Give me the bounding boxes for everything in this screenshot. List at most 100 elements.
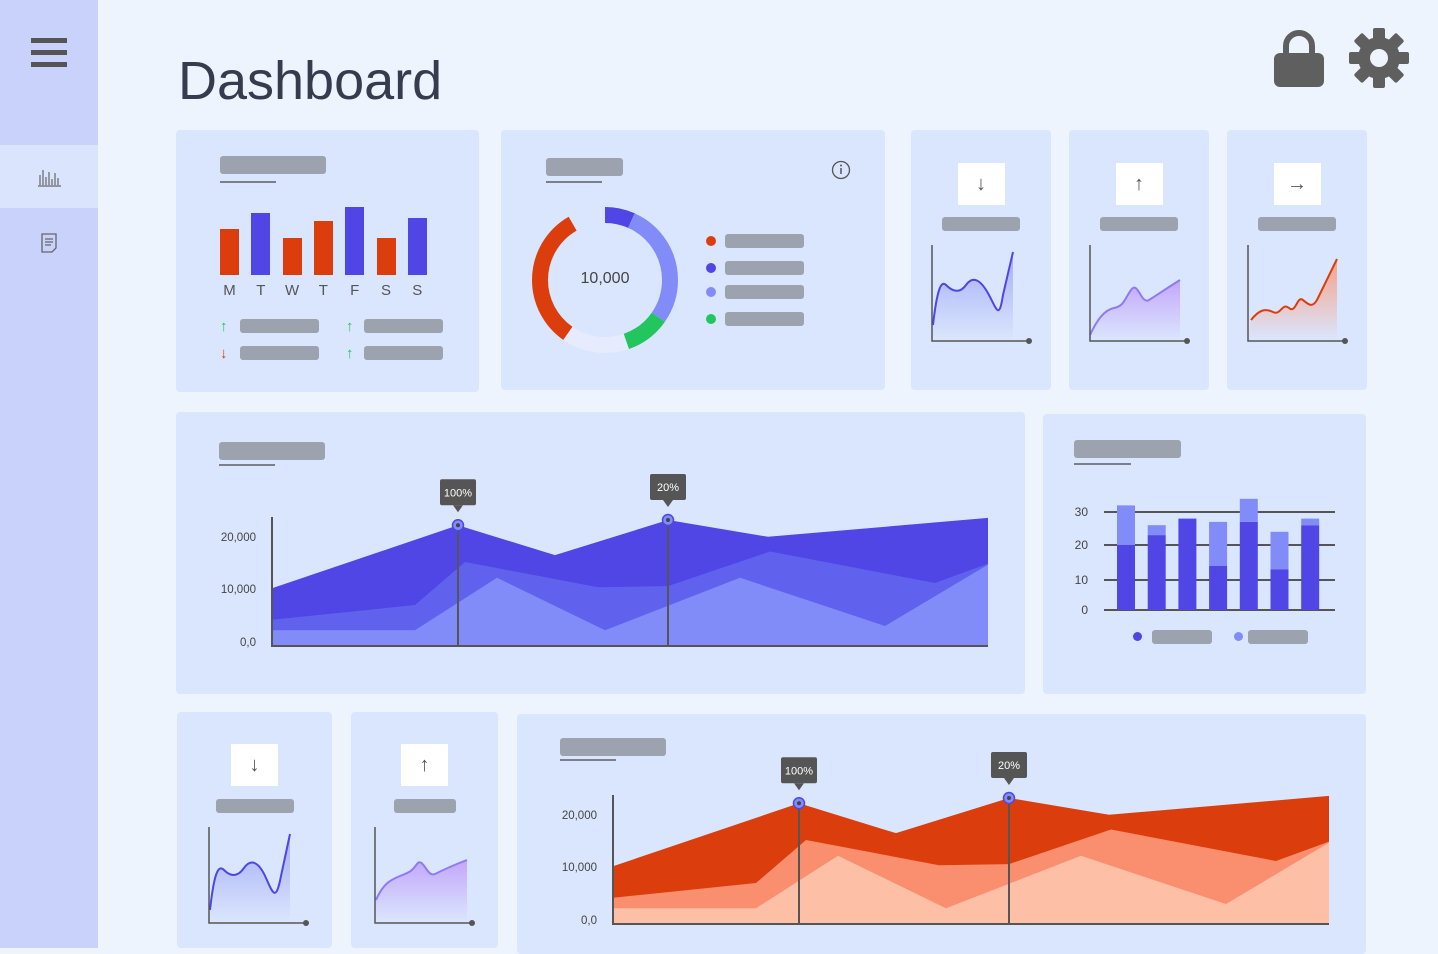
marker-center [1007,796,1011,800]
title-placeholder [393,799,456,813]
y-tick-label: 20,000 [221,532,256,544]
stat-placeholder [364,319,443,333]
tooltip-pointer [794,783,804,791]
title-placeholder [220,156,326,174]
document-icon [41,232,57,253]
bar-segment-primary [1239,521,1258,610]
title-placeholder [560,738,666,756]
title-underline [220,181,276,183]
stat-placeholder [364,346,443,360]
donut-center-value: 10,000 [580,270,630,287]
day-label: T [318,282,328,299]
bar-segment-primary [1178,518,1197,610]
mini-trend-card: ↑ [1069,130,1209,390]
bar-segment-primary [1209,566,1228,610]
day-label: F [350,282,360,299]
legend-dot [706,287,716,297]
day-bar [282,238,302,275]
marker-label: 100% [444,487,472,499]
axis-end-dot [1184,338,1190,344]
donut-segment [532,207,678,353]
day-label: S [380,282,391,299]
y-tick-label: 30 [1075,505,1089,519]
marker-label: 100% [785,765,813,777]
trend-up-icon: ↑ [346,345,354,362]
mini-line-chart [208,827,309,926]
mini-line-chart [374,827,475,926]
day-bar [313,221,333,275]
mini-trend-card: ↓ [911,130,1051,390]
y-tick-label: 0 [1081,603,1088,617]
bar-segment-secondary [1270,531,1289,570]
marker-center [456,523,460,528]
mini-area [1248,259,1337,340]
day-label: W [285,282,300,299]
sidebar-item-documents[interactable] [0,211,98,274]
bar-segment-secondary [1301,518,1320,526]
title-placeholder [1258,217,1336,231]
arrow-right-icon[interactable]: → [1273,163,1321,205]
title-placeholder [215,799,294,813]
sidebar-item-charts[interactable] [0,145,98,208]
gear-icon[interactable] [1349,28,1409,88]
y-tick-label: 20 [1075,538,1089,552]
title-underline [560,759,616,761]
y-tick-label: 0,0 [581,915,597,927]
y-tick-label: 10 [1075,573,1089,587]
arrow-up-icon[interactable]: ↑ [1115,163,1163,205]
bar-chart-icon [38,169,61,187]
donut-segment [532,207,678,353]
tooltip-pointer [453,505,463,513]
legend-dot [706,263,716,273]
donut-segment [532,207,678,353]
axis-end-dot [469,920,475,926]
legend-dot [1234,632,1243,641]
mini-axis [374,827,471,924]
mini-axis [931,245,1028,342]
mini-axis [1089,245,1186,342]
tooltip-pointer [663,500,673,507]
axis-end-dot [1026,338,1032,344]
title-placeholder [1100,217,1178,231]
mini-line [1089,279,1181,336]
area-series [272,564,988,646]
mini-trend-card: → [1227,130,1367,390]
stat-placeholder [240,346,319,360]
day-label: T [256,282,266,299]
bar-segment-secondary [1147,525,1166,536]
page-title: Dashboard [178,51,443,111]
title-underline [219,464,275,466]
day-bar [345,207,365,275]
marker-tooltip [781,757,817,784]
mini-area [209,834,290,922]
bar-segment-secondary [1239,498,1258,522]
bar-segment-primary [1117,545,1135,610]
bar-segment-secondary [1209,521,1228,566]
legend-placeholder [1248,630,1308,644]
mini-trend-card: ↑ [351,712,498,948]
arrow-down-icon[interactable]: ↓ [957,163,1005,205]
legend-placeholder [725,234,804,248]
mini-area [375,860,467,922]
mini-axis [1247,245,1344,342]
title-placeholder [219,442,325,460]
legend-placeholder [725,261,804,275]
lock-icon[interactable] [1274,30,1324,87]
stat-placeholder [240,319,319,333]
mini-area [932,252,1013,340]
day-bar [220,229,239,275]
title-placeholder [1074,440,1181,458]
title-underline [1074,463,1131,465]
arrow-up-icon[interactable]: ↑ [401,744,448,786]
day-bar [251,213,271,275]
trend-up-icon: ↑ [346,318,354,335]
menu-button[interactable] [0,0,98,145]
info-icon[interactable] [831,160,851,180]
arrow-down-icon[interactable]: ↓ [231,744,278,786]
legend-placeholder [725,312,804,326]
mini-line [1250,258,1338,321]
mini-axis [208,827,305,924]
